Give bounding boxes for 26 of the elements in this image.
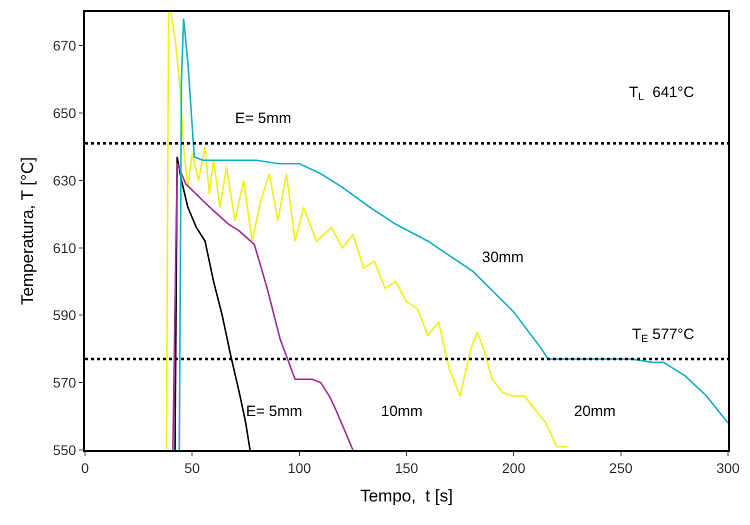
series-label: 20mm xyxy=(574,403,616,420)
y-tick-label: 670 xyxy=(52,38,76,54)
ref-line-label: T$_{L}$ 641°C xyxy=(629,84,694,104)
y-tick-label: 550 xyxy=(52,442,76,458)
line-series xyxy=(166,12,568,450)
y-tick-label: 570 xyxy=(52,374,76,391)
x-tick-label: 150 xyxy=(394,460,418,476)
series-label: 30mm xyxy=(482,249,524,266)
text: 10mm xyxy=(381,403,423,420)
x-tick-label: 200 xyxy=(502,460,526,476)
x-tick-label: 250 xyxy=(609,460,633,476)
annotation: E= 5mm xyxy=(235,110,292,127)
y-tick-label: 610 xyxy=(52,240,76,256)
x-tick-label: 50 xyxy=(184,460,200,476)
x-tick-label: 100 xyxy=(288,460,312,476)
ref-line-label: T$_{E}$ 577°C xyxy=(632,326,694,346)
line-series xyxy=(172,162,354,450)
x-tick-label: 300 xyxy=(716,460,740,476)
y-tick-label: 630 xyxy=(52,172,76,188)
y-tick-label: 590 xyxy=(52,307,76,324)
y-axis-title: Temperatura, T [°C] xyxy=(18,157,37,305)
y-tick-label: 650 xyxy=(52,104,76,121)
line-series xyxy=(178,18,728,450)
series-label: E= 5mm xyxy=(246,403,302,420)
x-tick-label: 0 xyxy=(81,460,90,476)
x-axis-title: Tempo, t [s] xyxy=(360,486,453,506)
